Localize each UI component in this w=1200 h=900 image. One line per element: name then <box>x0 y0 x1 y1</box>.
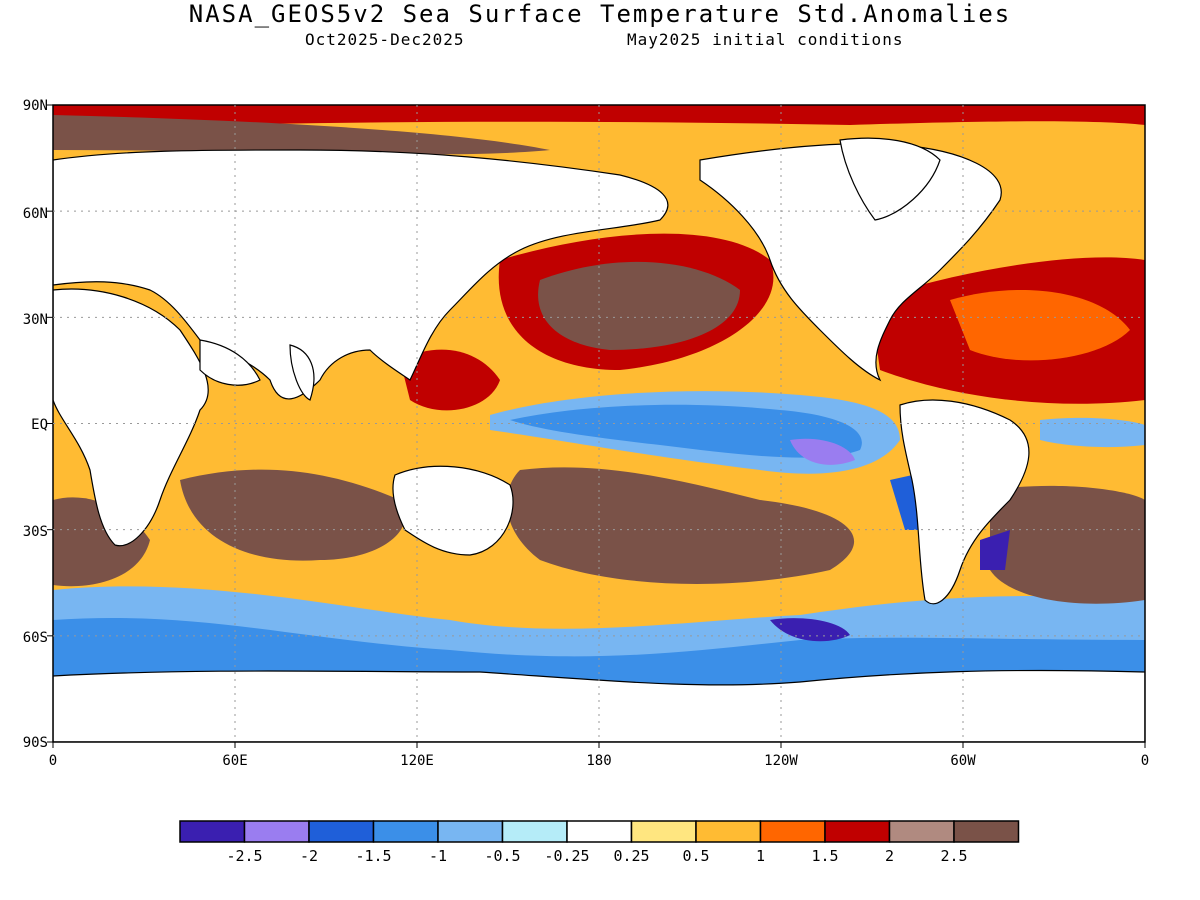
colorbar-swatch <box>630 820 697 843</box>
continents <box>53 137 1145 742</box>
lat-label-90s: 90S <box>23 735 48 751</box>
colorbar-label: 0.25 <box>613 847 649 865</box>
colorbar-label: -0.25 <box>544 847 589 865</box>
lon-label-120w: 120W <box>764 753 798 769</box>
lat-label-30n: 30N <box>23 312 48 328</box>
lon-label-360: 0 <box>1141 753 1149 769</box>
colorbar-swatch <box>501 820 568 843</box>
land-australia <box>392 465 514 556</box>
land-greenland <box>839 137 941 221</box>
initial-conditions: May2025 initial conditions <box>627 30 904 49</box>
south-atlantic-warm <box>990 485 1145 604</box>
lat-label-eq: EQ <box>31 417 48 433</box>
colorbar-label: 0.5 <box>682 847 709 865</box>
colorbar: -2.5 -2 -1.5 -1 -0.5 -0.25 0.25 0.5 1 1.5 2 2.5 <box>179 820 1020 865</box>
colorbar-swatch <box>695 820 762 843</box>
lon-label-180: 180 <box>586 753 611 769</box>
colorbar-swatch <box>953 820 1020 843</box>
indian-ocean-warm <box>180 469 406 561</box>
lon-labels: 0 60E 120E 180 120W 60W 0 <box>49 753 1149 769</box>
lat-label-90n: 90N <box>23 98 48 114</box>
lat-label-60n: 60N <box>23 206 48 222</box>
lat-label-30s: 30S <box>23 524 48 540</box>
colorbar-swatch <box>824 820 891 843</box>
colorbar-label: -2 <box>300 847 318 865</box>
colorbar-swatch <box>179 820 246 843</box>
lon-label-120e: 120E <box>400 753 434 769</box>
gridlines <box>53 105 1145 742</box>
colorbar-label: 2 <box>885 847 894 865</box>
land-africa <box>53 288 209 547</box>
colorbar-label: -2.5 <box>226 847 262 865</box>
west-pacific-warm <box>400 349 500 411</box>
arctic-warm <box>53 105 1145 130</box>
colorbar-swatch <box>372 820 439 843</box>
lat-label-60s: 60S <box>23 630 48 646</box>
south-pacific-warm <box>506 467 855 584</box>
brazil-current-cool <box>980 530 1010 570</box>
equatorial-atlantic-cool <box>1040 417 1145 448</box>
colorbar-swatch <box>888 820 955 843</box>
colorbar-label: -0.5 <box>484 847 520 865</box>
colorbar-label: 1.5 <box>811 847 838 865</box>
map-title: NASA_GEOS5v2 Sea Surface Temperature Std… <box>188 0 1012 28</box>
colorbar-label: 1 <box>756 847 765 865</box>
arctic-brown <box>53 115 550 155</box>
cold-tongue-core <box>510 404 862 458</box>
cold-tongue-strong <box>790 438 855 465</box>
land-arabia <box>199 339 261 386</box>
lon-label-60w: 60W <box>950 753 976 769</box>
lon-label-60e: 60E <box>222 753 247 769</box>
north-pacific-warm-core <box>538 261 740 350</box>
land-south-america <box>899 399 1030 605</box>
land-antarctica <box>53 669 1145 742</box>
colorbar-label: -1 <box>429 847 447 865</box>
lat-labels: 90N 60N 30N EQ 30S 60S 90S <box>23 98 48 751</box>
colorbar-swatch <box>243 820 310 843</box>
lon-label-0: 0 <box>49 753 57 769</box>
land-india <box>289 344 315 401</box>
colorbar-label: 2.5 <box>940 847 967 865</box>
north-atlantic-warm-inner <box>950 290 1130 361</box>
ticks <box>47 104 1146 748</box>
colorbar-swatch <box>437 820 504 843</box>
colorbar-swatch <box>308 820 375 843</box>
colorbar-swatch <box>566 820 633 843</box>
forecast-period: Oct2025-Dec2025 <box>305 30 465 49</box>
colorbar-label: -1.5 <box>355 847 391 865</box>
colorbar-swatch <box>759 820 826 843</box>
